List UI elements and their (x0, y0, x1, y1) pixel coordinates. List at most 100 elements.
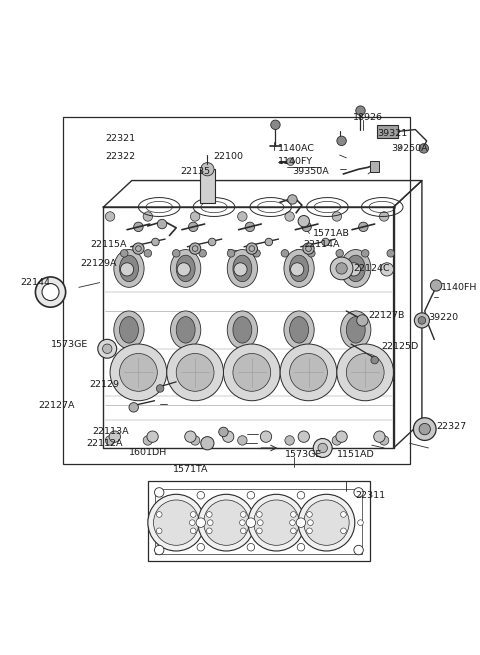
Text: 22113A: 22113A (92, 428, 129, 436)
Circle shape (133, 243, 144, 254)
Bar (63, 117, 409, 464)
Circle shape (256, 528, 262, 534)
Circle shape (297, 544, 305, 551)
Ellipse shape (120, 316, 138, 343)
Circle shape (156, 528, 162, 534)
Circle shape (289, 520, 295, 525)
Circle shape (332, 436, 342, 445)
Text: 22127B: 22127B (368, 311, 405, 320)
Ellipse shape (114, 311, 144, 348)
Text: 22100: 22100 (213, 153, 243, 161)
Ellipse shape (233, 316, 252, 343)
Circle shape (380, 263, 394, 276)
Circle shape (304, 500, 349, 546)
Ellipse shape (341, 250, 371, 288)
Text: 39321: 39321 (377, 129, 408, 138)
Circle shape (110, 344, 167, 401)
Circle shape (289, 354, 327, 391)
Circle shape (201, 437, 214, 450)
Circle shape (120, 250, 128, 257)
Circle shape (336, 250, 344, 257)
Ellipse shape (346, 316, 365, 343)
Circle shape (157, 219, 167, 229)
Circle shape (297, 491, 305, 499)
Circle shape (358, 520, 363, 525)
Text: 1140FH: 1140FH (441, 283, 477, 292)
Circle shape (172, 250, 180, 257)
Circle shape (256, 512, 262, 517)
Circle shape (204, 500, 249, 546)
Circle shape (201, 162, 214, 176)
Circle shape (98, 339, 117, 358)
Text: 39220: 39220 (429, 313, 459, 322)
Text: 22124C: 22124C (353, 264, 390, 273)
Text: 1601DH: 1601DH (129, 448, 167, 457)
Circle shape (190, 520, 195, 525)
Circle shape (260, 431, 272, 442)
Circle shape (105, 436, 115, 445)
Text: 22321: 22321 (106, 134, 135, 143)
Circle shape (303, 243, 314, 254)
Circle shape (234, 263, 247, 276)
Circle shape (246, 518, 255, 527)
Circle shape (281, 250, 288, 257)
Circle shape (337, 344, 394, 401)
Text: 22327: 22327 (436, 422, 466, 431)
Circle shape (307, 528, 312, 534)
Circle shape (298, 431, 310, 442)
Circle shape (332, 212, 342, 221)
Circle shape (103, 344, 112, 354)
Circle shape (337, 136, 346, 145)
Circle shape (257, 520, 263, 525)
Circle shape (285, 212, 294, 221)
Circle shape (197, 544, 204, 551)
Circle shape (147, 431, 158, 442)
Circle shape (307, 512, 312, 517)
Ellipse shape (284, 311, 314, 348)
Circle shape (206, 512, 212, 517)
Circle shape (253, 250, 260, 257)
Bar (148, 481, 370, 561)
Circle shape (346, 354, 384, 391)
Circle shape (227, 250, 235, 257)
Circle shape (190, 243, 201, 254)
Circle shape (176, 354, 214, 391)
Ellipse shape (341, 311, 371, 348)
Circle shape (357, 315, 368, 326)
Circle shape (185, 431, 196, 442)
Circle shape (233, 354, 271, 391)
Circle shape (208, 238, 216, 246)
Circle shape (330, 257, 353, 280)
Circle shape (240, 512, 246, 517)
Circle shape (290, 528, 296, 534)
Circle shape (248, 495, 305, 551)
Circle shape (359, 222, 368, 232)
Text: 22129: 22129 (89, 380, 120, 389)
Bar (156, 489, 362, 554)
Circle shape (191, 436, 200, 445)
Circle shape (354, 488, 363, 497)
Circle shape (254, 500, 299, 546)
Text: 1571AB: 1571AB (313, 229, 350, 238)
Circle shape (155, 488, 164, 497)
Circle shape (431, 280, 442, 291)
Circle shape (318, 443, 327, 453)
Circle shape (290, 263, 304, 276)
Circle shape (419, 423, 431, 435)
Text: 22129A: 22129A (80, 259, 117, 268)
Circle shape (379, 212, 389, 221)
Circle shape (191, 512, 196, 517)
Circle shape (167, 344, 224, 401)
Circle shape (265, 238, 273, 246)
Circle shape (240, 520, 245, 525)
Circle shape (308, 250, 315, 257)
Circle shape (199, 250, 206, 257)
Text: 22114A: 22114A (304, 240, 340, 250)
Circle shape (197, 491, 204, 499)
Circle shape (189, 222, 198, 232)
Text: 22125D: 22125D (381, 343, 419, 351)
Circle shape (144, 250, 152, 257)
Text: 18926: 18926 (353, 113, 383, 122)
Ellipse shape (346, 255, 365, 282)
Circle shape (191, 212, 200, 221)
